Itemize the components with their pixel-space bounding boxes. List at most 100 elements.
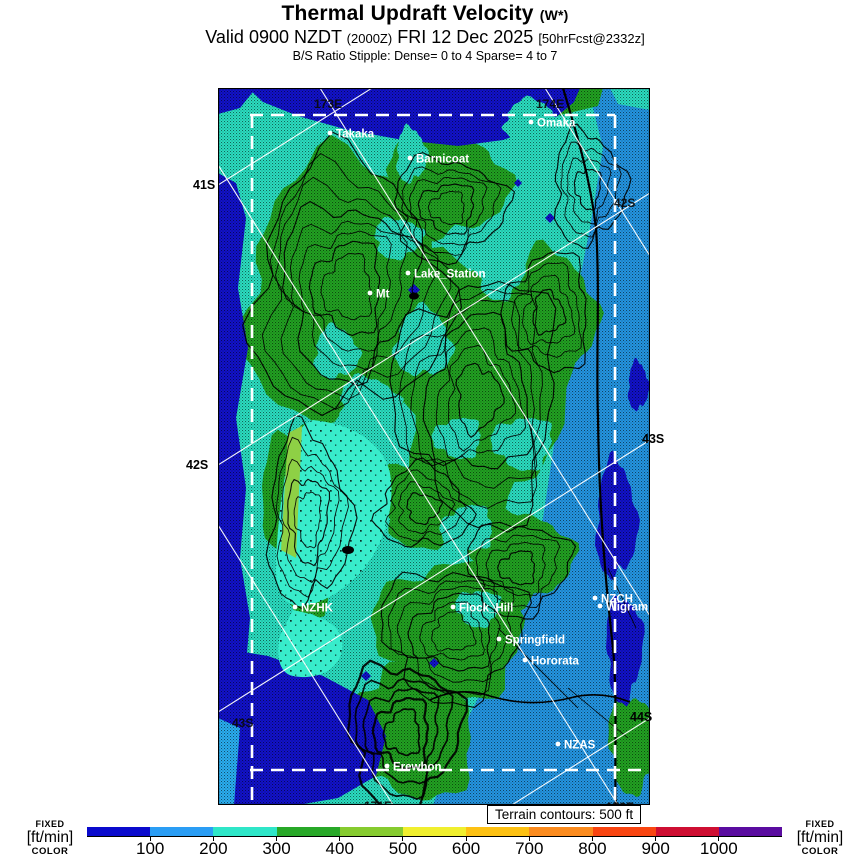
- valid-fcst: [50hrFcst@2332z]: [538, 31, 645, 46]
- colorbar-tick: [528, 837, 530, 841]
- stipple-note: B/S Ratio Stipple: Dense= 0 to 4 Sparse=…: [292, 49, 558, 63]
- colorbar-tick: [402, 837, 404, 841]
- site-label: Takaka: [336, 129, 375, 141]
- terrain-contour: [408, 176, 488, 246]
- site-label: NZCH: [601, 594, 633, 606]
- terrain-contour: [275, 176, 439, 400]
- colorbar-segment: [655, 827, 719, 836]
- colorbar: [87, 827, 783, 837]
- site-marker-nzas: NZAS: [555, 740, 596, 752]
- terrain-contour: [354, 677, 454, 801]
- terrain-contour: [496, 550, 536, 586]
- site-marker-takaka: Takaka: [327, 129, 375, 141]
- colorbar-tick-label: 1000: [699, 839, 738, 858]
- terrain-contour: [406, 492, 444, 526]
- site-label: Barnicoat: [416, 154, 469, 166]
- latitude-line: [218, 88, 374, 186]
- terrain-contour: [427, 190, 465, 226]
- colorbar-tick-label: 700: [515, 839, 544, 858]
- colorbar-segment: [402, 827, 467, 836]
- terrain-contour: [419, 601, 485, 661]
- terrain-contour: [431, 611, 477, 652]
- site-marker-springfield: Springfield: [496, 635, 565, 647]
- terrain-contour: [281, 200, 424, 387]
- terrain-contour: [455, 362, 505, 438]
- latitude-line: [218, 439, 650, 713]
- site-marker-nzch: NZCH: [592, 594, 633, 606]
- colorbar-tick: [465, 837, 467, 841]
- terrain-contour: [308, 240, 381, 337]
- colorbar-tick: [718, 837, 720, 841]
- stipple-sparse: [275, 420, 392, 607]
- map-canvas: 173E 174E 42S 43S 171E 172E Takaka Barnicoat Oma…: [218, 88, 650, 805]
- terrain-contour: [289, 220, 408, 370]
- terrain-contour: [410, 299, 538, 489]
- title-text: Thermal Updraft Velocity: [281, 2, 534, 25]
- colorbar-segment: [718, 827, 783, 836]
- latitude-line: [218, 192, 650, 466]
- site-label: Hororata: [531, 656, 580, 668]
- site-marker-hororata: Hororata: [522, 656, 580, 668]
- valid-date: FRI 12 Dec 2025: [397, 27, 534, 47]
- terrain-contour: [385, 469, 467, 542]
- site-label: NZAS: [564, 740, 596, 752]
- colorbar-tick: [276, 837, 278, 841]
- terrain-contour: [397, 481, 456, 535]
- site-label: Wigram: [606, 602, 648, 614]
- valid-time-line: Valid 0900 NZDT (2000Z) FRI 12 Dec 2025 …: [0, 27, 850, 48]
- site-label: NZHK: [301, 603, 334, 615]
- terrain-contour: [435, 327, 527, 462]
- colorbar-tick-label: 200: [199, 839, 228, 858]
- site-marker-nzhk: NZHK: [292, 603, 334, 615]
- terrain-contour: [371, 457, 477, 548]
- colorbar-tick: [339, 837, 341, 841]
- terrain-contour: [398, 288, 543, 509]
- grid-label: 171E: [364, 799, 392, 805]
- grid-label: 43S: [232, 716, 253, 730]
- terrain-contour: [485, 541, 546, 597]
- colorbar-segment: [276, 827, 340, 836]
- colorbar-tick-label: 100: [135, 839, 165, 858]
- terrain-contour: [553, 123, 632, 249]
- grid-label-margin: 42S: [186, 458, 209, 472]
- terrain-contour: [380, 571, 533, 709]
- terrain-contour: [281, 458, 340, 583]
- colorbar-segment: [339, 827, 403, 836]
- terrain-contour: [393, 151, 516, 266]
- terrain-contour: [389, 280, 557, 529]
- site-marker-omaka: Omaka: [528, 118, 576, 130]
- page-title: Thermal Updraft Velocity (W*): [0, 2, 850, 26]
- site-marker-flock_hill: Flock_Hill: [450, 603, 513, 615]
- site-marker-mt: Mt: [367, 289, 390, 301]
- chart-header: Thermal Updraft Velocity (W*) Valid 0900…: [0, 2, 850, 63]
- grid-label: 173E: [314, 97, 342, 111]
- site-marker-lake_station: Lake_Station: [405, 269, 486, 281]
- colorbar-tick-label: 800: [578, 839, 607, 858]
- colorbar-tick: [655, 837, 657, 841]
- terrain-contour: [396, 585, 501, 683]
- grid-label-margin: 43S: [642, 432, 665, 446]
- site-label: Lake_Station: [414, 269, 486, 281]
- terrain-contour: [560, 141, 622, 238]
- terrain-contour: [242, 131, 463, 417]
- colorbar-units-label: [ft/min]: [26, 829, 74, 846]
- colorbar-tick-label: 900: [641, 839, 670, 858]
- site-marker-wigram: Wigram: [597, 602, 648, 614]
- terrain-contour: [362, 687, 440, 785]
- colorbar-color-label: COLOR: [31, 845, 69, 857]
- terrain-contour: [382, 708, 421, 757]
- colorbar-segment: [592, 827, 656, 836]
- map-region-lightgreen: [281, 426, 302, 558]
- terrain-contour: [511, 262, 582, 358]
- terrain-contour: [475, 534, 561, 608]
- site-label: Mt: [376, 289, 390, 301]
- longitude-line: [218, 163, 619, 805]
- longitude-line: [319, 88, 650, 618]
- terrain-contour: [573, 168, 602, 211]
- grid-label: 174E: [536, 97, 564, 111]
- lake: [409, 292, 419, 300]
- grid-label: 172E: [606, 800, 634, 805]
- terrain-contour: [261, 152, 452, 410]
- terrain-contour: [387, 580, 515, 696]
- terrain-contour: [417, 183, 475, 236]
